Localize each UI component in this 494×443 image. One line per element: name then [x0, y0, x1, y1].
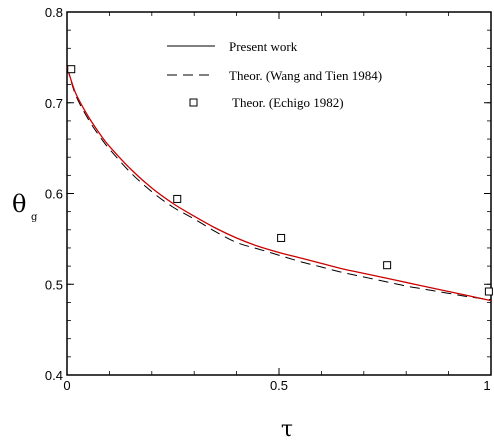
legend-marker-echigo: [189, 98, 198, 107]
echigo-data-point: [484, 287, 493, 296]
legend-label-echigo: Theor. (Echigo 1982): [232, 95, 344, 110]
plot-area: [66, 11, 492, 376]
y-tick-label: 0.6: [45, 187, 63, 202]
legend: Present work Theor. (Wang and Tien 1984)…: [167, 39, 382, 110]
x-tick-label: 1: [483, 378, 490, 393]
echigo-data-point: [277, 233, 286, 242]
y-tick-label: 0.5: [45, 277, 63, 292]
axis-ticks: 0.4 0.5 0.6 0.7 0.8 0 0.5 1: [45, 5, 492, 393]
legend-label-wang-tien: Theor. (Wang and Tien 1984): [229, 68, 382, 83]
plot-frame: [66, 11, 492, 376]
legend-label-present-work: Present work: [229, 39, 298, 54]
y-axis-title: θ: [12, 190, 26, 218]
echigo-data-point: [67, 65, 76, 74]
echigo-data-point: [383, 261, 392, 270]
present-work-line: [66, 66, 492, 302]
y-axis-title-subscript: g: [31, 212, 38, 223]
wang-tien-line: [66, 66, 492, 301]
echigo-data-point: [173, 194, 182, 203]
y-tick-label: 0.8: [45, 5, 63, 20]
series-layer: [66, 65, 493, 302]
y-tick-label: 0.4: [45, 368, 63, 383]
y-tick-label: 0.7: [45, 96, 63, 111]
x-axis-title: τ: [281, 417, 293, 442]
x-tick-label: 0: [63, 378, 70, 393]
x-tick-label: 0.5: [270, 378, 288, 393]
